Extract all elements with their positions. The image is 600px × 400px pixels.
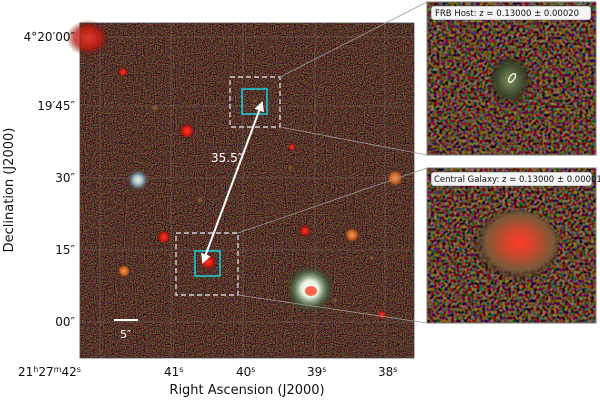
central-galaxy-inset-label: Central Galaxy: z = 0.13000 ± 0.00001 (434, 175, 600, 185)
main-image-noise (80, 23, 414, 358)
dec-tick-labels: 4°20′00″ 19′45″ 30″ 15″ 00″ (24, 30, 76, 329)
central-galaxy (199, 254, 217, 270)
red-source (377, 310, 387, 320)
frb-host-inset-label-box (430, 5, 592, 21)
separation-label: 35.5″ (211, 151, 243, 165)
faint-source (331, 296, 339, 304)
orange-source (117, 264, 131, 278)
ra-tick-label-first: 21h27m42s (18, 365, 81, 380)
dec-tick-label: 19′45″ (37, 99, 75, 113)
red-source (179, 123, 195, 139)
dec-tick-label: 30″ (55, 171, 75, 185)
red-source (157, 230, 171, 244)
blue-star (127, 169, 149, 191)
dec-tick-label: 15″ (55, 243, 75, 257)
central-galaxy-dashed-box (175, 232, 239, 296)
scale-bar-label: 5″ (120, 328, 131, 341)
inset-connectors (237, 1, 428, 324)
main-image-frame (79, 22, 415, 359)
faint-source (286, 164, 294, 172)
ra-tick-label: 39s (307, 365, 326, 380)
red-source (288, 143, 296, 151)
frb-host-galaxy (251, 98, 259, 104)
frb-localization-ellipse (507, 73, 517, 83)
faint-source (368, 254, 376, 262)
red-glow-corner (66, 20, 110, 56)
ra-tick-label: 40s (236, 365, 255, 380)
ra-tick-label: 41s (164, 365, 183, 380)
x-axis-title: Right Ascension (J2000) (169, 383, 324, 398)
ra-tick-labels: 21h27m42s 41s 40s 39s 38s (18, 365, 397, 380)
separation-arrow (201, 101, 264, 264)
y-axis-title: Declination (J2000) (2, 128, 17, 253)
faint-source (149, 102, 161, 114)
dec-tick-label: 4°20′00″ (24, 30, 76, 44)
frb-host-inset: FRB Host: z = 0.13000 ± 0.00020 (426, 1, 597, 156)
frb-host-inset-label: FRB Host: z = 0.13000 ± 0.00020 (435, 9, 579, 19)
ra-tick-label: 38s (378, 365, 397, 380)
central-galaxy-inset: Central Galaxy: z = 0.13000 ± 0.00001 (426, 167, 600, 324)
dec-tick-label: 00″ (55, 315, 75, 329)
red-source (118, 67, 128, 77)
red-source (299, 225, 311, 237)
main-image-panel: 35.5″ 5″ (66, 20, 415, 359)
faint-source (195, 195, 205, 205)
orange-source (344, 227, 360, 243)
orange-source (386, 169, 404, 187)
central-galaxy-inset-label-box (430, 171, 593, 187)
bright-star-core (305, 286, 317, 296)
